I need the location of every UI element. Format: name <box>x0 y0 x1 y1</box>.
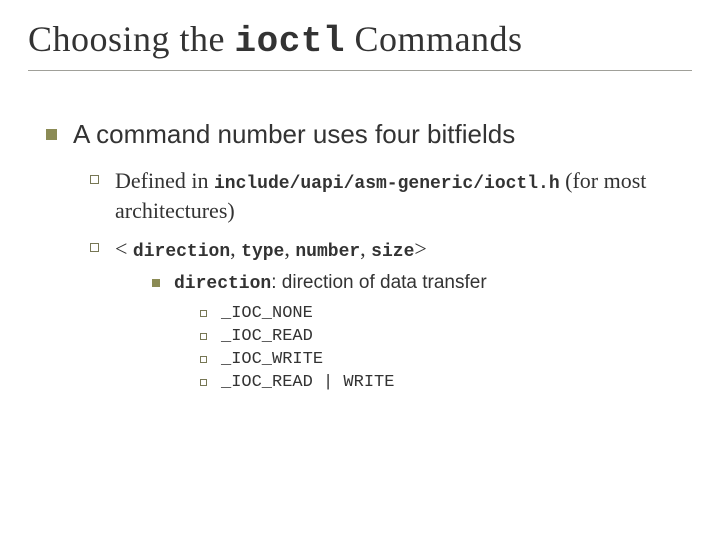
level4-text: _IOC_WRITE <box>221 350 323 369</box>
slide: Choosing the ioctl Commands A command nu… <box>0 0 720 540</box>
bullet-level4: _IOC_NONE <box>200 304 692 323</box>
sep: , <box>230 236 241 261</box>
sep: , <box>284 236 295 261</box>
bullet-level1: A command number uses four bitfields <box>46 119 692 150</box>
level4-text: _IOC_READ <box>221 327 313 346</box>
square-bullet-icon <box>152 279 160 287</box>
title-part-pre: Choosing the <box>28 19 235 59</box>
level2-content: Defined in include/uapi/asm-generic/ioct… <box>115 166 692 226</box>
level2-pre: Defined in <box>115 168 214 193</box>
level2-code: include/uapi/asm-generic/ioctl.h <box>214 174 560 194</box>
title-part-post: Commands <box>345 19 523 59</box>
level3-code: direction <box>174 274 271 294</box>
title-code: ioctl <box>235 21 346 62</box>
square-outline-bullet-icon <box>90 175 99 184</box>
square-outline-bullet-icon <box>200 356 207 363</box>
square-outline-bullet-icon <box>90 243 99 252</box>
square-bullet-icon <box>46 129 57 140</box>
bullet-level4: _IOC_READ | WRITE <box>200 373 692 392</box>
level3-text: : direction of data transfer <box>271 272 486 293</box>
bullet-level4: _IOC_WRITE <box>200 350 692 369</box>
bullet-level2: Defined in include/uapi/asm-generic/ioct… <box>90 166 692 226</box>
level2-code2: type <box>241 242 284 262</box>
level2-code3: number <box>295 242 360 262</box>
level4-text: _IOC_NONE <box>221 304 313 323</box>
bullet-level4: _IOC_READ <box>200 327 692 346</box>
level1-text: A command number uses four bitfields <box>73 119 515 150</box>
slide-title: Choosing the ioctl Commands <box>28 18 692 71</box>
sep: , <box>360 236 371 261</box>
level2-code4: size <box>371 242 414 262</box>
level2-content: < direction, type, number, size> <box>115 234 692 264</box>
level4-text: _IOC_READ | WRITE <box>221 373 394 392</box>
level2-post: > <box>414 236 426 261</box>
square-outline-bullet-icon <box>200 310 207 317</box>
level3-content: direction: direction of data transfer <box>174 272 487 294</box>
square-outline-bullet-icon <box>200 379 207 386</box>
bullet-level3: direction: direction of data transfer <box>152 272 692 294</box>
bullet-level2: < direction, type, number, size> <box>90 234 692 264</box>
square-outline-bullet-icon <box>200 333 207 340</box>
level2-code1: direction <box>133 242 230 262</box>
level2-pre: < <box>115 236 133 261</box>
